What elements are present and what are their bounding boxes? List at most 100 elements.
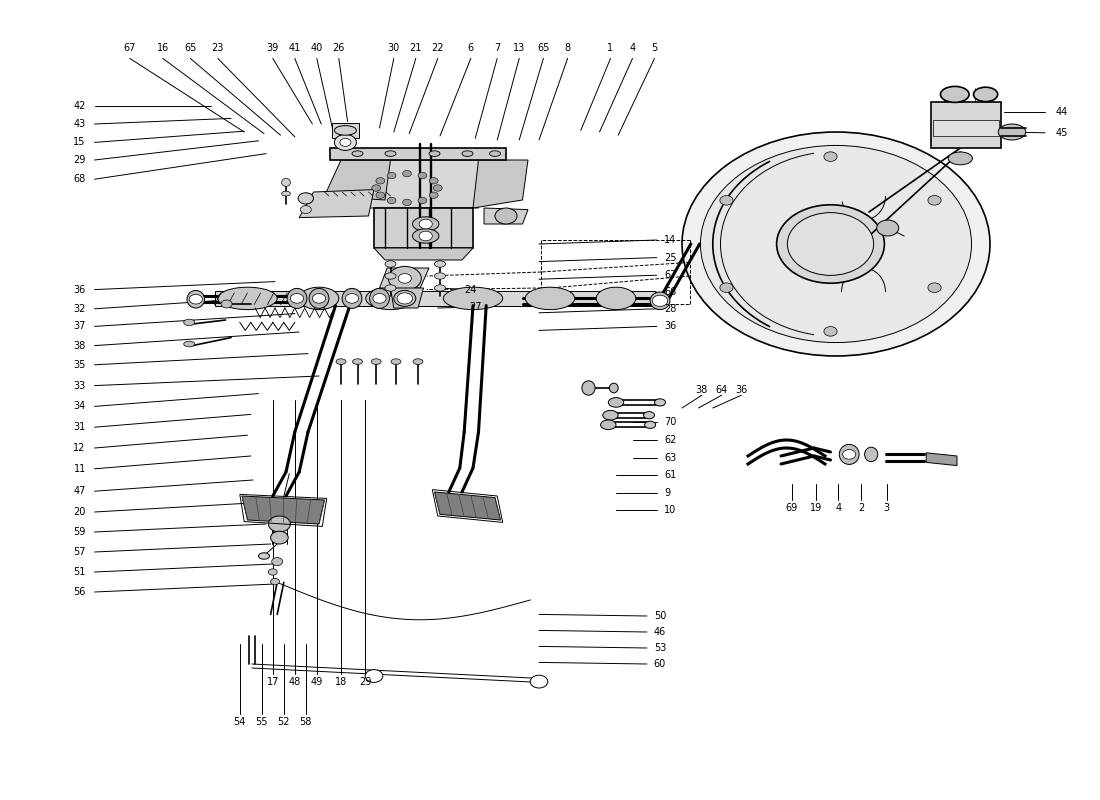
- Text: 14: 14: [664, 235, 676, 245]
- Ellipse shape: [582, 381, 595, 395]
- Ellipse shape: [187, 290, 205, 308]
- Text: 26: 26: [332, 43, 345, 53]
- Circle shape: [189, 294, 202, 304]
- Circle shape: [298, 193, 314, 204]
- Text: 32: 32: [74, 304, 86, 314]
- Ellipse shape: [385, 150, 396, 156]
- Circle shape: [334, 134, 356, 150]
- Text: 63: 63: [664, 453, 676, 462]
- Text: 6: 6: [468, 43, 474, 53]
- Text: 1: 1: [607, 43, 614, 53]
- Circle shape: [928, 195, 942, 205]
- Ellipse shape: [365, 287, 416, 310]
- Text: 2: 2: [858, 503, 865, 513]
- Text: 20: 20: [74, 507, 86, 517]
- Ellipse shape: [412, 217, 439, 231]
- Circle shape: [268, 569, 277, 575]
- Text: 35: 35: [74, 360, 86, 370]
- Polygon shape: [242, 496, 324, 524]
- Text: 67: 67: [123, 43, 136, 53]
- Ellipse shape: [342, 288, 362, 308]
- Text: 17: 17: [266, 677, 279, 686]
- Ellipse shape: [334, 126, 356, 135]
- Ellipse shape: [392, 358, 400, 364]
- Text: 8: 8: [564, 43, 571, 53]
- Bar: [214, 291, 654, 306]
- Text: 70: 70: [664, 418, 676, 427]
- Circle shape: [365, 670, 383, 682]
- Circle shape: [429, 178, 438, 184]
- Text: 28: 28: [664, 304, 676, 314]
- Ellipse shape: [608, 398, 624, 407]
- Circle shape: [372, 185, 381, 191]
- Ellipse shape: [434, 273, 446, 279]
- Circle shape: [290, 294, 304, 303]
- Circle shape: [652, 295, 668, 306]
- Text: 22: 22: [431, 43, 444, 53]
- Bar: [931, 102, 1001, 148]
- Ellipse shape: [352, 358, 363, 364]
- Ellipse shape: [940, 86, 969, 102]
- Ellipse shape: [609, 383, 618, 393]
- Text: 44: 44: [1056, 107, 1068, 117]
- Circle shape: [719, 283, 733, 293]
- Circle shape: [495, 208, 517, 224]
- Circle shape: [530, 675, 548, 688]
- Circle shape: [376, 192, 385, 198]
- Ellipse shape: [601, 420, 616, 430]
- Text: 46: 46: [653, 627, 667, 637]
- Text: 64: 64: [715, 386, 728, 395]
- Ellipse shape: [385, 285, 396, 291]
- Text: 65: 65: [184, 43, 197, 53]
- Text: 42: 42: [74, 101, 86, 110]
- Text: 69: 69: [785, 503, 799, 513]
- Circle shape: [777, 205, 884, 283]
- Ellipse shape: [394, 290, 416, 306]
- Circle shape: [418, 198, 427, 204]
- Text: 36: 36: [735, 386, 748, 395]
- Text: 38: 38: [74, 341, 86, 350]
- Text: 54: 54: [233, 717, 246, 726]
- Text: 49: 49: [310, 677, 323, 686]
- Ellipse shape: [412, 229, 439, 243]
- Circle shape: [824, 152, 837, 162]
- Text: 27: 27: [469, 302, 482, 312]
- Circle shape: [387, 172, 396, 178]
- Text: 41: 41: [288, 43, 301, 53]
- Circle shape: [701, 146, 971, 342]
- Ellipse shape: [287, 288, 307, 308]
- Text: 59: 59: [74, 527, 86, 537]
- Text: 18: 18: [334, 677, 348, 686]
- Ellipse shape: [221, 300, 232, 308]
- Polygon shape: [374, 248, 473, 260]
- Polygon shape: [363, 160, 484, 208]
- Text: 15: 15: [74, 138, 86, 147]
- Text: 31: 31: [74, 422, 86, 432]
- Circle shape: [271, 531, 288, 544]
- Polygon shape: [330, 148, 506, 160]
- Circle shape: [418, 172, 427, 178]
- Ellipse shape: [429, 150, 440, 156]
- Text: 40: 40: [310, 43, 323, 53]
- Circle shape: [312, 294, 326, 303]
- Text: 5: 5: [651, 43, 658, 53]
- Ellipse shape: [336, 358, 345, 364]
- Ellipse shape: [596, 287, 636, 310]
- Circle shape: [345, 294, 359, 303]
- Text: 48: 48: [288, 677, 301, 686]
- Polygon shape: [379, 268, 429, 288]
- Circle shape: [877, 220, 899, 236]
- Text: 33: 33: [74, 381, 86, 390]
- Ellipse shape: [443, 287, 503, 310]
- Polygon shape: [434, 492, 500, 520]
- Circle shape: [403, 170, 411, 177]
- Polygon shape: [299, 190, 374, 218]
- Ellipse shape: [839, 444, 859, 464]
- Text: 19: 19: [810, 503, 823, 513]
- Ellipse shape: [999, 124, 1025, 140]
- Ellipse shape: [412, 358, 422, 364]
- Circle shape: [429, 192, 438, 198]
- Ellipse shape: [299, 287, 339, 310]
- Circle shape: [419, 231, 432, 241]
- Text: 25: 25: [664, 253, 676, 262]
